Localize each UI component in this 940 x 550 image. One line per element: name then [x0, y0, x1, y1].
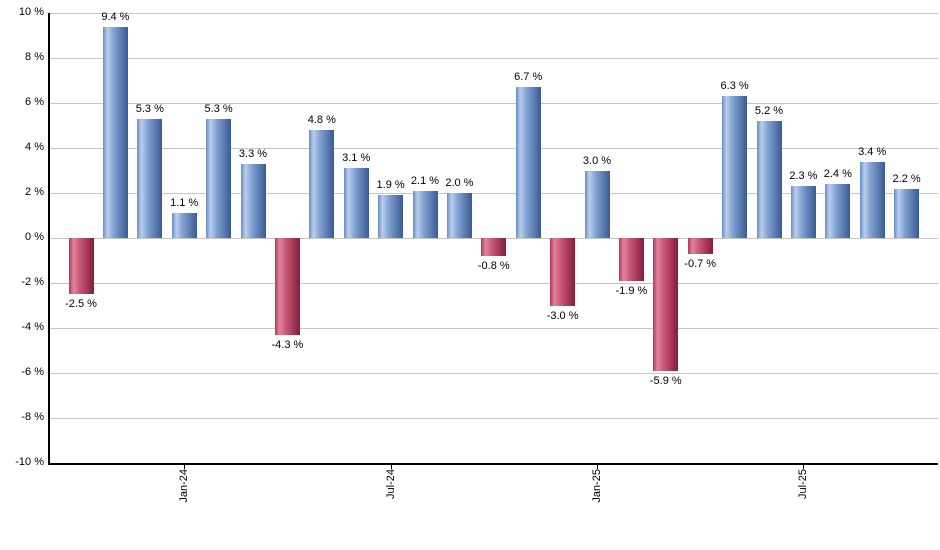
bar-value-label: 1.1 %	[170, 197, 199, 210]
bar-value-label: 5.2 %	[754, 105, 784, 117]
gridline-8pct	[50, 57, 938, 59]
positive-bar	[412, 190, 438, 238]
positive-bar	[206, 118, 232, 238]
bar-value-label: 2.1 %	[410, 174, 440, 187]
negative-bar	[618, 238, 644, 281]
bar-value-label: 3.0 %	[582, 154, 612, 167]
y-axis-tick-label: -4 %	[21, 321, 44, 333]
positive-bar	[756, 121, 782, 238]
positive-bar	[309, 130, 335, 238]
y-axis-tick-label: 0 %	[25, 231, 44, 243]
y-axis-tick-label: -6 %	[21, 366, 44, 378]
positive-bar	[894, 188, 920, 238]
gridline--6pct	[50, 372, 938, 374]
bar-value-label: -1.9 %	[615, 284, 648, 297]
y-axis-tick-label: -2 %	[21, 276, 44, 288]
positive-bar	[790, 186, 816, 238]
plot-area	[50, 12, 938, 463]
positive-bar	[343, 168, 369, 238]
positive-bar	[859, 161, 885, 238]
gridline--4pct	[50, 327, 938, 329]
negative-bar	[68, 238, 94, 295]
y-axis-tick-label: -8 %	[21, 411, 44, 423]
bar-value-label: -4.3 %	[271, 338, 304, 351]
positive-bar	[515, 87, 541, 238]
bar-value-label: -5.9 %	[649, 374, 682, 387]
x-axis-tick	[390, 463, 392, 469]
bar-value-label: 2.2 %	[892, 172, 921, 185]
y-axis-tick-label: -10 %	[15, 456, 44, 468]
bar-value-label: 6.7 %	[514, 71, 543, 84]
positive-bar	[584, 170, 610, 238]
x-axis-tick-label: Jan-24	[178, 469, 191, 503]
negative-bar	[550, 238, 576, 306]
negative-bar	[274, 238, 300, 335]
bar-value-label: 9.4 %	[101, 10, 130, 23]
bar-value-label: 2.0 %	[445, 177, 474, 189]
gridline-2pct	[50, 192, 938, 194]
negative-bar	[481, 238, 507, 256]
positive-bar	[446, 193, 472, 238]
y-axis-tick-label: 6 %	[25, 96, 44, 108]
positive-bar	[240, 163, 266, 238]
y-axis-tick-label: 4 %	[25, 141, 44, 153]
x-axis-tick	[184, 463, 186, 469]
negative-bar	[687, 238, 713, 254]
bar-value-label: -3.0 %	[546, 309, 579, 322]
gridline-6pct	[50, 102, 938, 104]
positive-bar	[825, 184, 851, 238]
positive-bar	[102, 26, 128, 238]
gridline--2pct	[50, 282, 938, 284]
y-axis-tick-label: 2 %	[25, 186, 44, 198]
x-axis-line	[48, 463, 938, 465]
bar-value-label: 2.4 %	[823, 168, 852, 180]
gridline--8pct	[50, 417, 938, 419]
positive-bar	[137, 118, 163, 238]
y-axis-line	[48, 13, 50, 464]
bar-value-label: 5.3 %	[204, 102, 233, 115]
bar-value-label: 1.9 %	[376, 179, 405, 192]
bar-value-label: -0.7 %	[684, 257, 717, 270]
bar-value-label: 3.4 %	[858, 145, 887, 158]
gridline-4pct	[50, 147, 938, 149]
x-axis-tick-label: Jan-25	[591, 469, 603, 503]
bar-value-label: 3.3 %	[238, 147, 268, 160]
x-axis-tick	[597, 463, 598, 469]
bar-value-label: 3.1 %	[342, 152, 371, 165]
bar-value-label: 4.8 %	[307, 114, 336, 126]
bar-value-label: 6.3 %	[720, 80, 749, 93]
x-axis-tick-label: Jul-25	[797, 469, 810, 499]
positive-bar	[378, 195, 404, 238]
bar-value-label: 2.3 %	[789, 170, 818, 183]
bar-value-label: -0.8 %	[477, 260, 510, 272]
positive-bar	[171, 213, 197, 238]
bar-value-label: -2.5 %	[65, 298, 97, 311]
gridline-10pct	[50, 12, 938, 14]
y-axis-tick-label: 8 %	[25, 51, 44, 63]
negative-bar	[653, 238, 679, 371]
y-axis-tick-label: 10 %	[18, 6, 44, 18]
x-axis-tick	[803, 463, 805, 469]
x-axis-tick-label: Jul-24	[384, 469, 397, 499]
bar-value-label: 5.3 %	[135, 102, 164, 115]
positive-bar	[722, 96, 748, 238]
